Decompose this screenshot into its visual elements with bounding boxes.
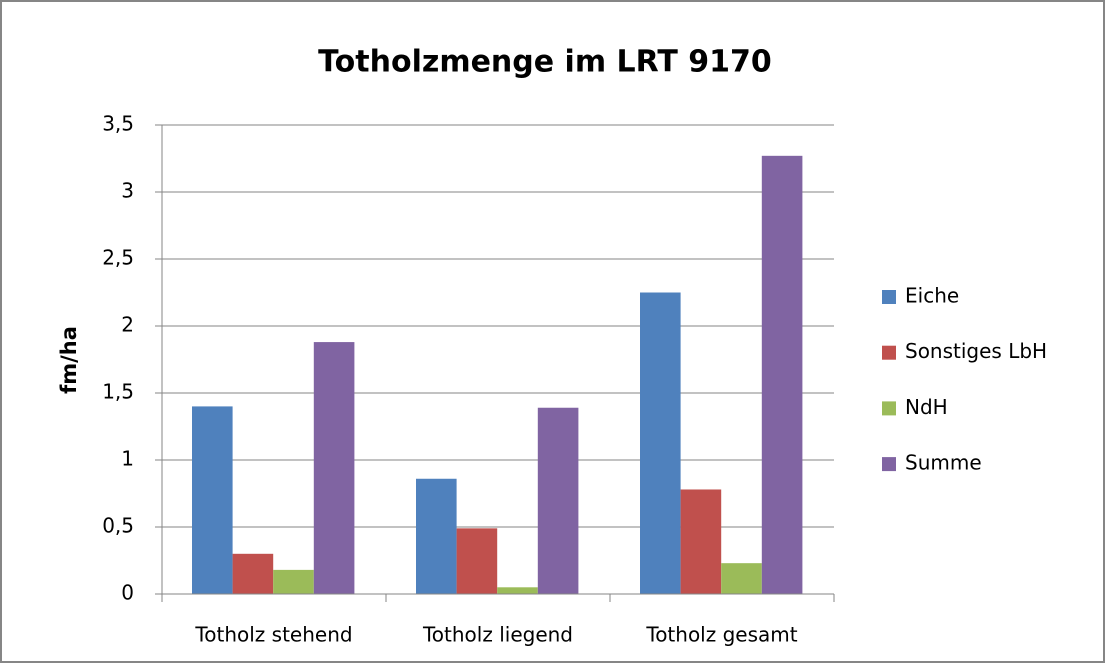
y-tick-label: 0 <box>121 581 134 605</box>
bar <box>313 342 355 594</box>
chart-title: Totholzmenge im LRT 9170 <box>318 45 772 80</box>
bar <box>497 587 538 594</box>
bar <box>761 155 803 594</box>
y-axis-label: fm/ha <box>57 326 81 394</box>
bar <box>273 569 314 594</box>
bar <box>537 407 579 594</box>
legend-swatch <box>882 345 896 360</box>
legend-label: Sonstiges LbH <box>905 339 1047 363</box>
y-tick-label: 1 <box>121 447 134 471</box>
legend-label: Eiche <box>905 284 959 308</box>
bar <box>232 553 274 594</box>
y-tick-label: 1,5 <box>102 380 134 404</box>
bar <box>680 489 722 594</box>
y-tick-label: 2 <box>121 313 134 337</box>
bar <box>192 406 233 594</box>
legend-label: Summe <box>905 451 982 475</box>
y-tick-label: 2,5 <box>102 246 134 270</box>
y-tick-label: 3 <box>121 179 134 203</box>
legend-label: NdH <box>905 395 948 419</box>
x-tick-label: Totholz stehend <box>194 623 352 647</box>
y-tick-label: 3,5 <box>102 112 134 136</box>
bar <box>721 563 762 594</box>
bar <box>640 292 681 594</box>
y-tick-label: 0,5 <box>102 514 134 538</box>
x-tick-label: Totholz gesamt <box>645 623 797 647</box>
bar <box>416 478 457 594</box>
legend-swatch <box>882 401 896 416</box>
bar <box>456 528 498 594</box>
legend-swatch <box>882 290 896 304</box>
legend-swatch <box>882 457 896 472</box>
x-tick-label: Totholz liegend <box>422 623 573 647</box>
